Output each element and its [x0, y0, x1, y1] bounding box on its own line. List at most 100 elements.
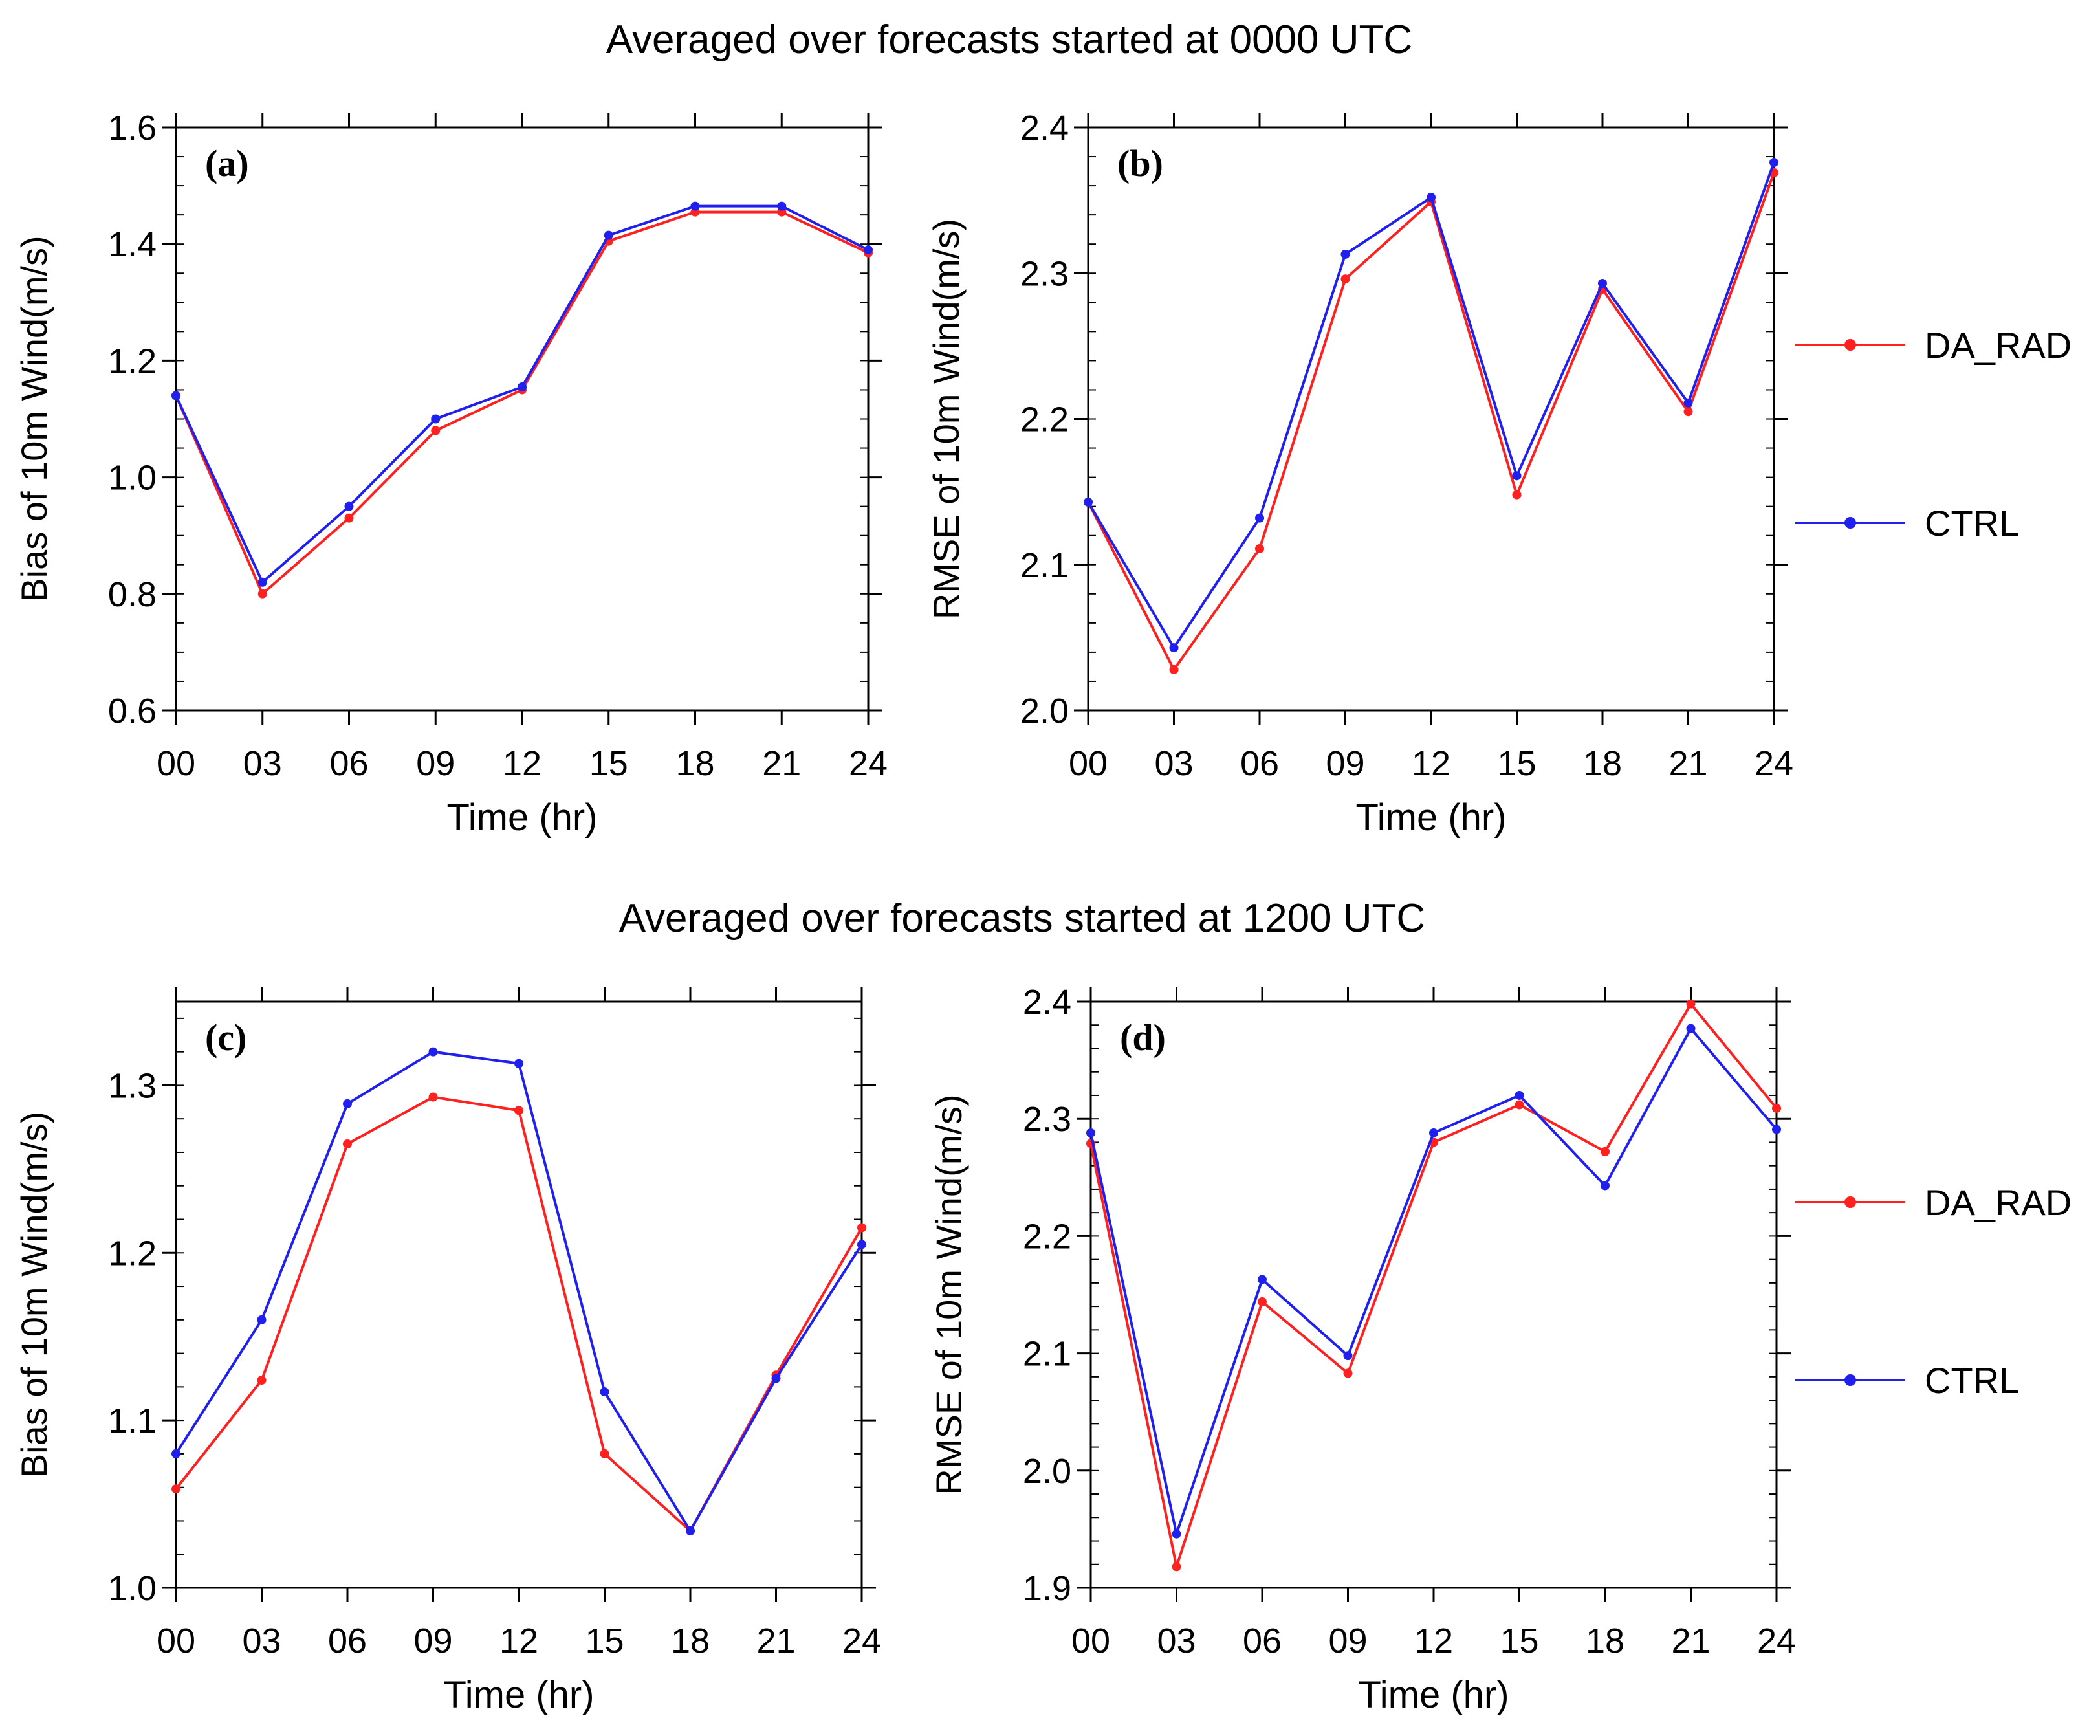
- x-tick-label: 15: [585, 1621, 624, 1660]
- series-line-ctrl: [1087, 162, 1775, 650]
- data-point-ctrl: [1169, 643, 1179, 653]
- x-tick-label: 03: [243, 744, 282, 783]
- series-line-da-rad: [175, 210, 869, 595]
- data-point-ctrl: [1258, 1275, 1267, 1284]
- data-point-ctrl: [431, 414, 441, 424]
- data-point-ctrl: [604, 230, 613, 240]
- series-line-ctrl: [1089, 1027, 1778, 1535]
- x-tick-label: 18: [1583, 744, 1622, 783]
- data-point-da-rad: [343, 1139, 352, 1149]
- data-point-ctrl: [1172, 1529, 1181, 1539]
- data-point-ctrl: [1084, 497, 1093, 507]
- x-tick-label: 06: [329, 744, 368, 783]
- legend-label-da-rad: DA_RAD: [1925, 325, 2072, 366]
- x-tick-label: 18: [1586, 1621, 1624, 1660]
- data-point-ctrl: [600, 1387, 609, 1397]
- data-point-ctrl: [257, 577, 267, 587]
- panel-a: 0.6 0.8 1.0 1.2 1.4 1.6 00 03 06 09 12 15 18 21 24 Time…: [14, 109, 888, 839]
- data-point-ctrl: [1683, 398, 1693, 408]
- data-point-ctrl: [428, 1047, 438, 1057]
- y-tick-label: 2.0: [1020, 692, 1069, 731]
- data-point-ctrl: [690, 201, 700, 211]
- x-tick-label: 09: [1326, 744, 1364, 783]
- data-point-da-rad: [1258, 1297, 1267, 1306]
- x-tick-label: 12: [1414, 1621, 1453, 1660]
- panel-label: (a): [205, 142, 249, 184]
- data-point-ctrl: [1769, 158, 1778, 168]
- data-point-da-rad: [1255, 544, 1264, 553]
- data-point-ctrl: [1427, 193, 1436, 203]
- legend-label-da-rad: DA_RAD: [1925, 1182, 2072, 1223]
- y-tick-label: 1.2: [108, 1234, 157, 1273]
- x-tick-label: 06: [328, 1621, 367, 1660]
- y-tick-label: 1.6: [108, 109, 157, 148]
- y-tick-label: 2.1: [1020, 546, 1069, 585]
- plot-frame: [1089, 1000, 1778, 1589]
- legend-marker-ctrl: [1844, 517, 1856, 529]
- legend-bottom: DA_RAD CTRL: [1795, 1182, 2072, 1401]
- data-point-da-rad: [1772, 1103, 1781, 1113]
- data-point-da-rad: [1172, 1562, 1181, 1572]
- data-point-da-rad: [428, 1092, 438, 1102]
- x-tick-label: 09: [416, 744, 455, 783]
- x-tick-label: 09: [1328, 1621, 1367, 1660]
- x-tick-label: 24: [842, 1621, 881, 1660]
- y-tick-label: 2.0: [1023, 1452, 1071, 1491]
- x-tick-label: 03: [1154, 744, 1193, 783]
- data-point-ctrl: [1086, 1128, 1095, 1137]
- data-point-ctrl: [518, 382, 527, 391]
- x-tick-label: 24: [1757, 1621, 1796, 1660]
- data-point-ctrl: [1772, 1125, 1781, 1134]
- y-tick-label: 1.3: [108, 1066, 157, 1105]
- data-point-ctrl: [1340, 249, 1350, 259]
- y-tick-label: 1.4: [108, 225, 157, 264]
- x-tick-label: 00: [1071, 1621, 1110, 1660]
- y-tick-label: 2.4: [1023, 983, 1071, 1022]
- panel-d: 1.9 2.0 2.1 2.2 2.3 2.4 00 03 06 09 12 15 18 21 24 Time…: [928, 983, 1796, 1716]
- x-tick-label: 03: [242, 1621, 281, 1660]
- data-point-ctrl: [343, 1099, 352, 1108]
- y-tick-label: 2.3: [1023, 1100, 1071, 1139]
- data-point-ctrl: [1601, 1181, 1610, 1191]
- y-tick-label: 2.2: [1020, 401, 1069, 439]
- data-point-da-rad: [1686, 999, 1696, 1009]
- y-tick-label: 2.4: [1020, 109, 1069, 148]
- x-tick-label: 06: [1243, 1621, 1282, 1660]
- x-tick-label: 09: [413, 1621, 452, 1660]
- y-tick-label: 1.9: [1023, 1569, 1071, 1608]
- data-point-ctrl: [686, 1526, 695, 1535]
- data-point-da-rad: [514, 1106, 523, 1115]
- data-point-ctrl: [171, 1449, 180, 1458]
- series-line-da-rad: [1087, 172, 1775, 671]
- x-tick-label: 12: [499, 1621, 538, 1660]
- row-title-bottom: Averaged over forecasts started at 1200 …: [619, 896, 1425, 941]
- x-tick-label: 18: [671, 1621, 710, 1660]
- y-tick-label: 0.8: [108, 575, 157, 614]
- data-point-ctrl: [1255, 513, 1264, 523]
- y-tick-label: 1.0: [108, 459, 157, 498]
- data-point-ctrl: [1686, 1024, 1696, 1033]
- data-point-da-rad: [857, 1223, 866, 1233]
- data-point-ctrl: [857, 1240, 866, 1249]
- series-line-da-rad: [175, 1095, 863, 1532]
- x-axis-title: Time (hr): [1358, 1674, 1509, 1716]
- y-tick-label: 2.1: [1023, 1335, 1071, 1374]
- data-point-ctrl: [1598, 279, 1607, 289]
- x-tick-label: 06: [1240, 744, 1279, 783]
- y-tick-label: 0.6: [108, 692, 157, 731]
- data-point-ctrl: [1512, 471, 1522, 481]
- data-point-ctrl: [1515, 1090, 1524, 1100]
- y-axis-title: Bias of 10m Wind(m/s): [14, 1112, 54, 1478]
- x-tick-label: 21: [1671, 1621, 1710, 1660]
- data-point-ctrl: [514, 1059, 523, 1068]
- series-line-ctrl: [175, 1050, 863, 1532]
- data-point-ctrl: [344, 501, 354, 511]
- x-tick-label: 00: [1069, 744, 1108, 783]
- legend-marker-ctrl: [1844, 1374, 1856, 1386]
- data-point-ctrl: [1343, 1351, 1353, 1361]
- data-point-da-rad: [171, 1484, 180, 1494]
- row-title-top: Averaged over forecasts started at 0000 …: [606, 17, 1412, 62]
- data-point-da-rad: [1683, 407, 1693, 417]
- y-tick-label: 1.1: [108, 1401, 157, 1440]
- data-point-da-rad: [1343, 1368, 1353, 1378]
